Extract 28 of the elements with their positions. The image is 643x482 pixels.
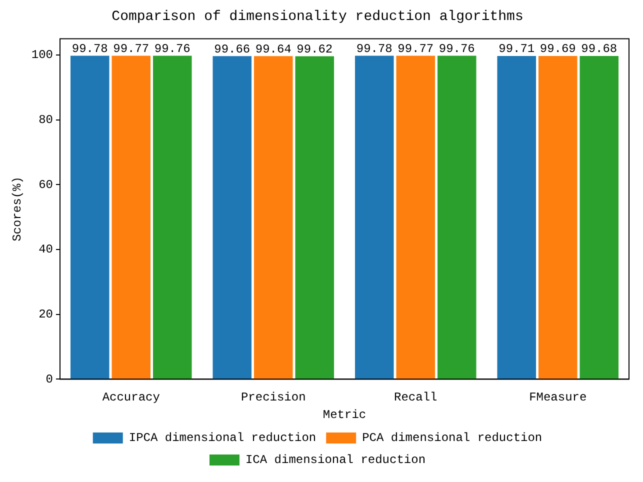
y-tick-label: 80 — [38, 113, 54, 128]
data-label: 99.62 — [296, 42, 333, 56]
y-axis-title: Scores(%) — [10, 176, 24, 242]
data-label: 99.77 — [398, 42, 434, 56]
legend-label: PCA dimensional reduction — [362, 431, 542, 446]
y-tick-label: 60 — [38, 178, 54, 192]
legend-label: IPCA dimensional reduction — [128, 431, 316, 446]
y-tick-label: 0 — [46, 372, 54, 386]
x-tick-label: FMeasure — [529, 390, 587, 405]
data-label: 99.78 — [356, 42, 392, 56]
x-tick-label: Recall — [394, 390, 438, 405]
chart-title: Comparison of dimensionality reduction algorithms — [112, 9, 524, 26]
y-tick-label: 100 — [31, 48, 54, 62]
legend-label: ICA dimensional reduction — [245, 453, 426, 468]
x-axis-title: Metric — [322, 408, 366, 422]
data-label: 99.69 — [540, 42, 576, 56]
x-tick-label: Precision — [240, 390, 306, 405]
data-label: 99.78 — [72, 42, 108, 56]
data-label: 99.76 — [154, 42, 190, 56]
data-label: 99.64 — [255, 42, 292, 56]
x-tick-label: Accuracy — [102, 390, 160, 405]
data-label: 99.68 — [581, 42, 618, 56]
y-tick-label: 40 — [38, 242, 54, 257]
data-label: 99.71 — [498, 42, 535, 56]
data-label: 99.66 — [214, 42, 250, 56]
data-label: 99.77 — [113, 42, 150, 56]
data-label: 99.76 — [438, 42, 475, 56]
y-tick-label: 20 — [38, 308, 54, 322]
